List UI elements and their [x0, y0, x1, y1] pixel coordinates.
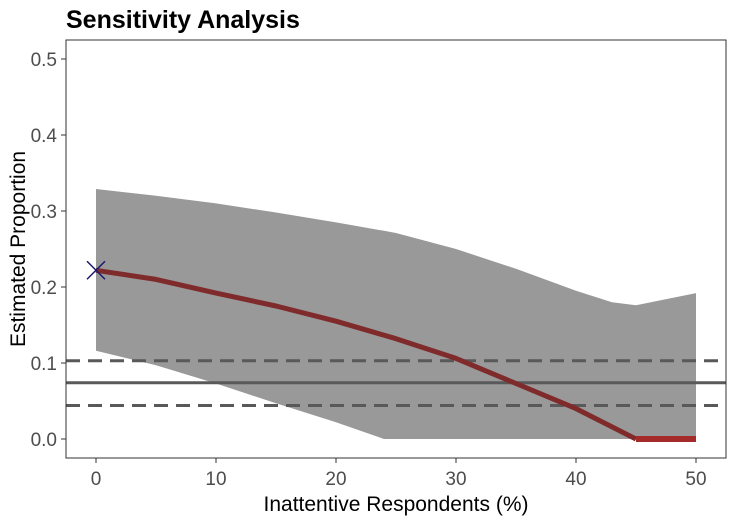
y-axis-label: Estimated Proportion [7, 151, 30, 347]
x-axis-ticks: 0 10 20 30 40 50 [91, 458, 707, 490]
x-tick-label: 20 [325, 469, 346, 490]
y-tick-label: 0.2 [31, 278, 57, 299]
x-tick-label: 0 [91, 469, 102, 490]
marker-layer [86, 260, 106, 280]
x-tick-label: 40 [565, 469, 586, 490]
start-point-marker-stroke-2 [86, 260, 106, 280]
confidence-band [96, 189, 696, 439]
estimate-line-layer [95, 267, 696, 442]
y-tick-label: 0.4 [31, 126, 58, 147]
y-axis-ticks: 0.0 0.1 0.2 0.3 0.4 0.5 [31, 50, 66, 451]
x-tick-label: 10 [205, 469, 226, 490]
y-tick-label: 0.1 [31, 354, 57, 375]
x-tick-label: 30 [445, 469, 466, 490]
reference-lines-layer [66, 359, 726, 408]
x-axis-label: Inattentive Respondents (%) [264, 493, 529, 516]
chart-title: Sensitivity Analysis [66, 6, 300, 34]
confidence-band-layer [96, 189, 696, 439]
estimate-line [95, 267, 638, 442]
y-tick-label: 0.0 [31, 430, 57, 451]
y-tick-label: 0.5 [31, 50, 57, 71]
plot-frame [65, 39, 727, 459]
y-tick-label: 0.3 [31, 202, 57, 223]
plot-area [65, 39, 727, 459]
x-tick-label: 50 [685, 469, 706, 490]
